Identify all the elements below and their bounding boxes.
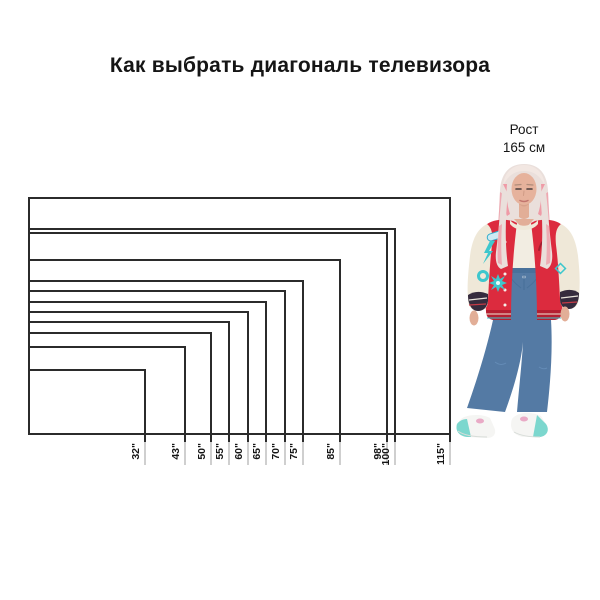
jacket-left-cuff xyxy=(468,291,488,311)
person-tank-top xyxy=(512,222,536,268)
diamond-patch xyxy=(554,262,567,275)
tv-rect-115 xyxy=(28,197,451,435)
person-illustration xyxy=(456,164,580,438)
axis-label-75: 75" xyxy=(287,443,300,460)
axis-label-55: 55" xyxy=(214,443,227,460)
height-label-line1: Рост xyxy=(509,122,539,137)
axis-tick-50 xyxy=(209,435,212,465)
axis-label-70: 70" xyxy=(269,443,282,460)
person-jeans xyxy=(467,268,552,412)
axis-tick-70 xyxy=(283,435,286,465)
axis-label-60: 60" xyxy=(232,443,245,460)
axis-tick-55 xyxy=(228,435,231,465)
axis-tick-60 xyxy=(246,435,249,465)
axis-tick-115 xyxy=(449,435,451,465)
person-jacket xyxy=(467,219,580,320)
axis-tick-85 xyxy=(338,435,341,465)
jacket-collar xyxy=(510,220,538,230)
jacket-right-sleeve xyxy=(555,224,580,309)
axis-label-115: 115" xyxy=(435,443,447,465)
person-height-label: Рост 165 см xyxy=(454,121,594,157)
jacket-right-cuff xyxy=(560,289,579,309)
axis-tick-43 xyxy=(184,435,187,465)
person-sneakers xyxy=(456,412,548,438)
axis-tick-32 xyxy=(143,435,146,465)
axis-label-32: 32" xyxy=(129,443,142,460)
height-label-line2: 165 см xyxy=(502,139,546,155)
lightning-patch xyxy=(483,241,495,264)
axis-tick-98 xyxy=(386,435,389,465)
person-hands xyxy=(469,306,570,326)
axis-tick-65 xyxy=(265,435,268,465)
jacket-left-sleeve xyxy=(467,224,493,311)
axis-label-50: 50" xyxy=(195,443,208,460)
axis-label-100: 100" xyxy=(379,443,392,466)
page-title: Как выбрать диагональ телевизора xyxy=(109,54,491,77)
axis-tick-75 xyxy=(301,435,304,465)
axis-label-65: 65" xyxy=(251,443,264,460)
ring-patch xyxy=(477,270,489,282)
axis-label-43: 43" xyxy=(170,443,183,460)
person-hair-front xyxy=(495,184,553,269)
axis-label-85: 85" xyxy=(324,443,337,460)
axis-tick-100 xyxy=(393,435,396,465)
